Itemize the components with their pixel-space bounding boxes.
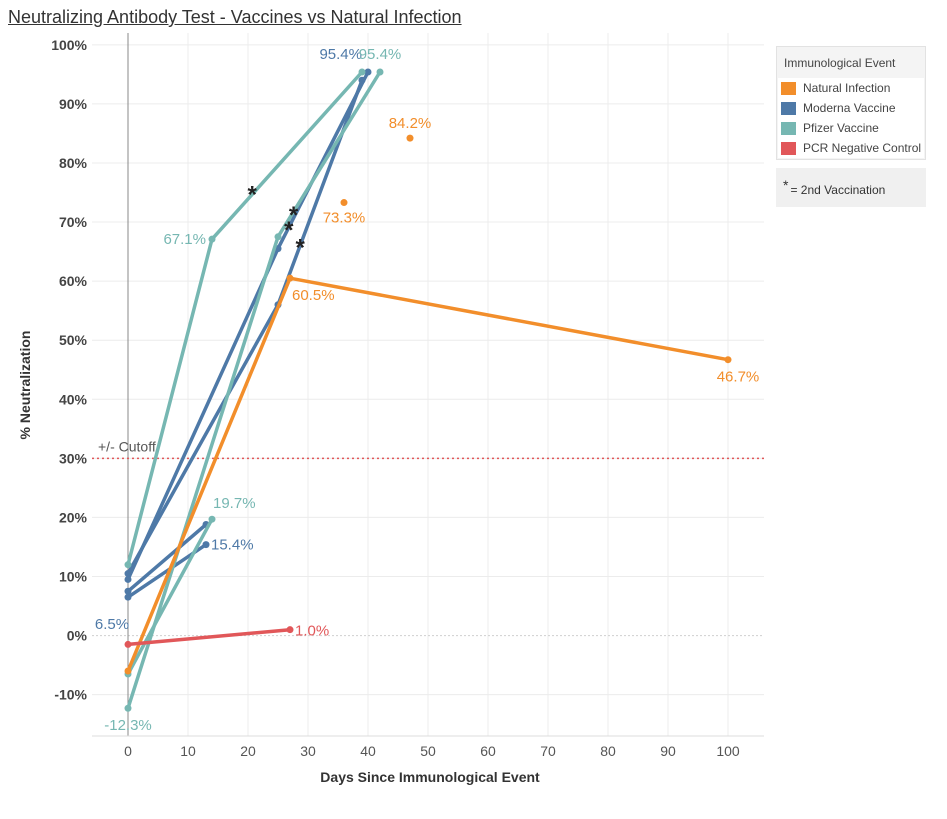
data-point [274, 233, 282, 241]
data-point [124, 561, 132, 569]
data-label: 95.4% [319, 46, 362, 63]
data-label: 84.2% [389, 115, 432, 132]
x-tick-label: 70 [540, 743, 556, 759]
x-axis-title: Days Since Immunological Event [320, 769, 540, 785]
data-label: -12.3% [104, 717, 152, 734]
y-tick-label: 10% [59, 568, 88, 584]
label-layer: 95.4%95.4% 84.2% 73.3% 67.1% 60.5% 46.7% 19.7%… [95, 46, 759, 734]
data-point [286, 274, 294, 282]
legend-swatch [781, 101, 796, 115]
data-point [406, 134, 414, 142]
data-point [124, 640, 132, 648]
data-point [724, 356, 732, 364]
y-tick-label: 100% [51, 37, 87, 53]
x-tick-label: 30 [300, 743, 316, 759]
y-axis-title: % Neutralization [17, 331, 33, 440]
data-point [124, 667, 132, 675]
legend-item-moderna-vaccine[interactable]: Moderna Vaccine [778, 98, 924, 118]
data-point [124, 587, 132, 595]
series-line [126, 517, 214, 676]
data-point [340, 199, 348, 207]
y-tick-label: 60% [59, 273, 88, 289]
data-label: 6.5% [95, 616, 129, 633]
data-point [124, 593, 132, 601]
y-tick-label: 80% [59, 155, 88, 171]
legend-title: Immunological Event [784, 56, 896, 70]
y-tick-label: 0% [67, 628, 88, 644]
y-tick-label: 90% [59, 96, 88, 112]
x-tick-label: 80 [600, 743, 616, 759]
note-text: = 2nd Vaccination [790, 183, 886, 197]
x-tick-label: 50 [420, 743, 436, 759]
legend-label: Pfizer Vaccine [803, 121, 879, 135]
second-vaccination-marker: * [289, 202, 299, 229]
legend-label: PCR Negative Control [803, 141, 922, 155]
series-line [126, 627, 292, 647]
data-point [208, 515, 216, 523]
x-tick-label: 90 [660, 743, 676, 759]
data-label: 60.5% [292, 287, 335, 304]
y-tick-label: 70% [59, 214, 88, 230]
second-vaccination-marker: * [296, 235, 306, 262]
x-tick-label: 40 [360, 743, 376, 759]
data-label: 95.4% [359, 46, 402, 63]
data-label: 1.0% [295, 623, 329, 640]
chart-title: Neutralizing Antibody Test - Vaccines vs… [8, 7, 462, 27]
data-point [358, 76, 366, 84]
legend-item-pfizer-vaccine[interactable]: Pfizer Vaccine [778, 118, 924, 138]
data-point [358, 68, 366, 76]
axis-layer: 0 10 20 30 40 50 60 70 80 90 100 -10% 0% 10% 20% 30% 40%… [51, 33, 764, 759]
grid-layer [92, 33, 764, 736]
second-vaccination-marker: * [248, 182, 258, 209]
legend-swatch [781, 81, 796, 95]
y-tick-label: -10% [54, 687, 87, 703]
y-tick-label: 30% [59, 450, 88, 466]
legend-swatch [781, 121, 796, 135]
x-tick-label: 0 [124, 743, 132, 759]
series-line [126, 522, 208, 594]
second-vaccination-marker: * [284, 217, 294, 244]
x-tick-label: 100 [716, 743, 740, 759]
series-layer: **** [124, 68, 732, 712]
legend-item-pcr-negative-control[interactable]: PCR Negative Control [778, 138, 924, 158]
data-label: 19.7% [213, 495, 256, 512]
legend-label: Moderna Vaccine [803, 101, 896, 115]
data-point [124, 570, 132, 578]
data-point [286, 626, 294, 634]
data-point [208, 235, 216, 243]
legend: Immunological Event Natural Infection Mo… [776, 46, 926, 160]
x-tick-label: 10 [180, 743, 196, 759]
data-point [364, 68, 372, 76]
second-vaccination-note: * = 2nd Vaccination [776, 168, 926, 207]
legend-item-natural-infection[interactable]: Natural Infection [778, 78, 924, 98]
x-tick-label: 20 [240, 743, 256, 759]
data-label: 73.3% [323, 210, 366, 227]
legend-label: Natural Infection [803, 81, 891, 95]
y-tick-label: 40% [59, 391, 88, 407]
data-label: 46.7% [717, 369, 760, 386]
data-point [124, 575, 132, 583]
data-point [376, 68, 384, 76]
series-line [126, 70, 382, 710]
data-label: 67.1% [163, 231, 206, 248]
asterisk-icon: * [783, 177, 789, 193]
data-point [124, 704, 132, 712]
data-point [202, 541, 210, 549]
y-tick-label: 50% [59, 332, 88, 348]
data-label: 15.4% [211, 537, 254, 554]
x-tick-label: 60 [480, 743, 496, 759]
legend-swatch [781, 141, 796, 155]
y-tick-label: 20% [59, 509, 88, 525]
cutoff-label: +/- Cutoff [98, 438, 156, 454]
